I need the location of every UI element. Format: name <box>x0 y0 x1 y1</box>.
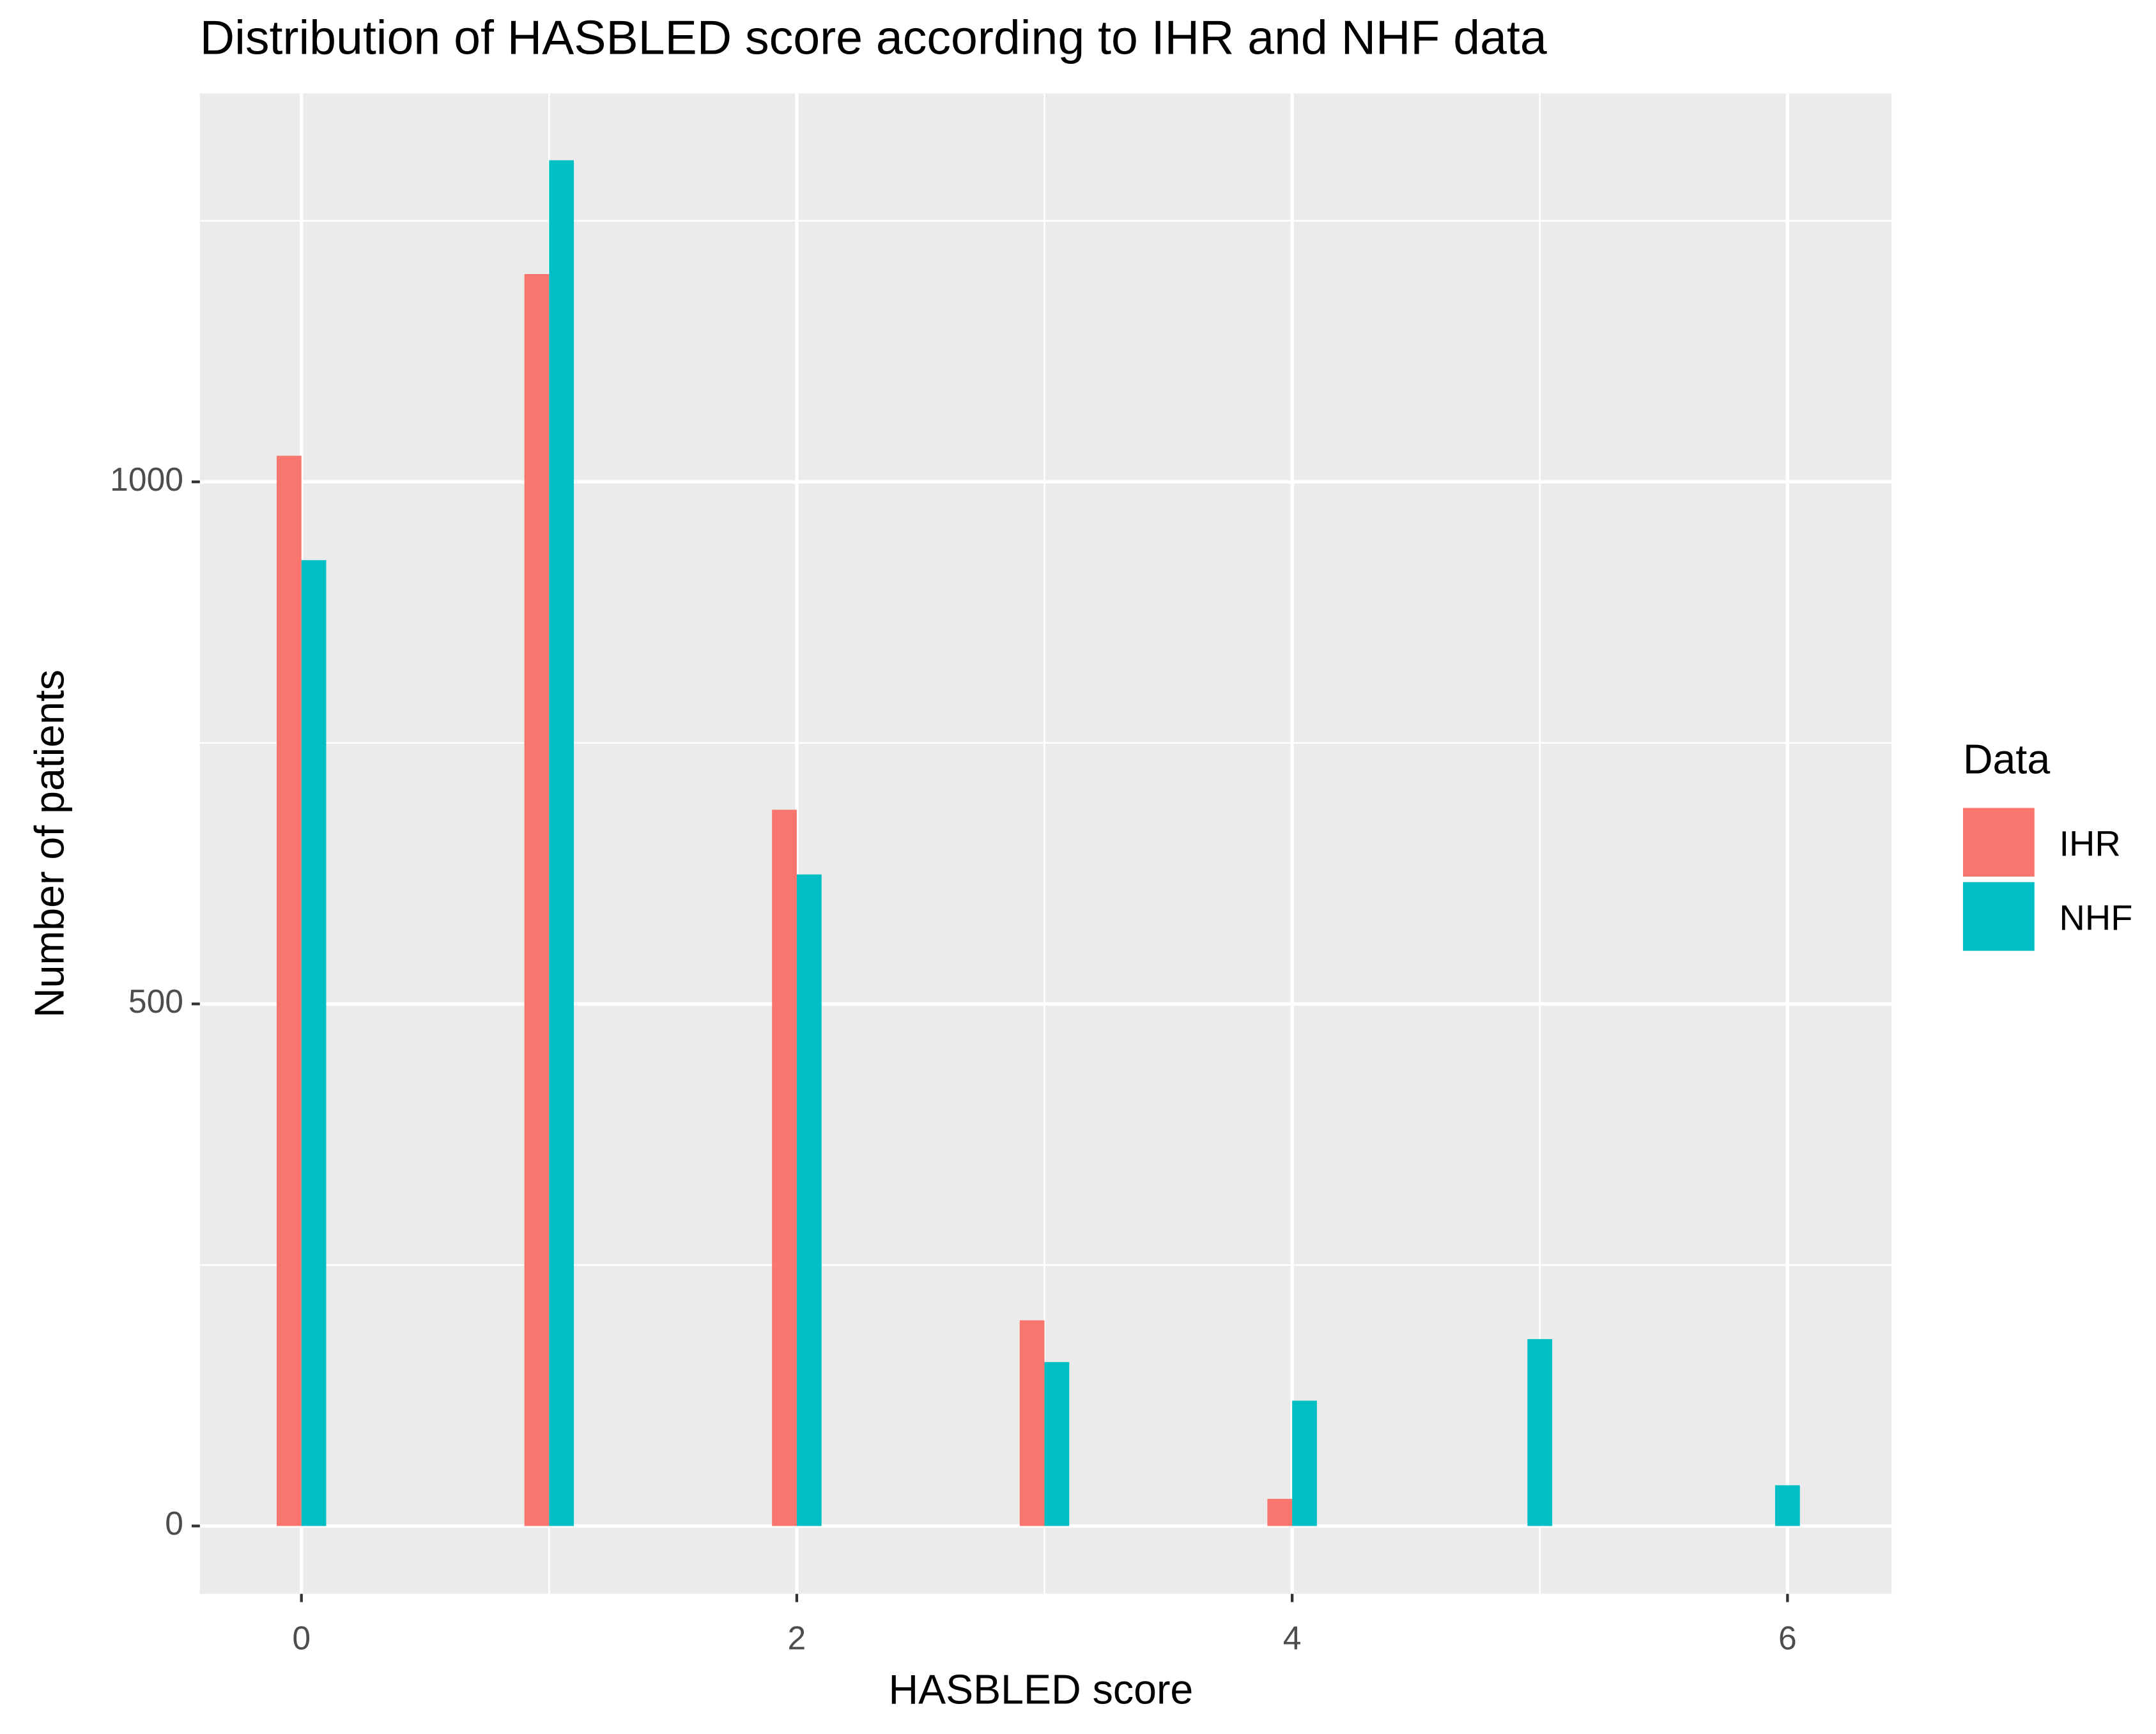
legend-key <box>1962 808 2035 877</box>
legend-key <box>1962 882 2035 951</box>
legend-label: IHR <box>2059 824 2120 864</box>
bar <box>1267 1498 1293 1526</box>
x-tick-label: 0 <box>292 1619 311 1656</box>
bar <box>524 273 550 1526</box>
bar <box>1044 1362 1070 1526</box>
bar <box>301 560 327 1526</box>
y-tick-label: 1000 <box>110 461 183 498</box>
bar <box>772 809 797 1526</box>
bar <box>1775 1485 1800 1526</box>
panel <box>199 93 1892 1594</box>
bar <box>276 456 302 1526</box>
legend-label: NHF <box>2059 898 2132 938</box>
y-axis-label: Number of patients <box>27 670 73 1018</box>
legend-title: Data <box>1963 737 2050 783</box>
chart-title: Distribution of HASBLED score according … <box>200 10 1547 64</box>
bar <box>1292 1400 1317 1526</box>
bar <box>1527 1339 1553 1526</box>
y-tick-label: 0 <box>165 1505 183 1542</box>
x-axis-label: HASBLED score <box>889 1667 1194 1713</box>
x-tick-label: 2 <box>788 1619 806 1656</box>
x-tick-label: 6 <box>1778 1619 1797 1656</box>
bar <box>796 874 822 1526</box>
x-tick-label: 4 <box>1283 1619 1302 1656</box>
bar <box>1019 1320 1045 1526</box>
bar <box>549 160 574 1526</box>
y-tick-label: 500 <box>128 983 183 1020</box>
